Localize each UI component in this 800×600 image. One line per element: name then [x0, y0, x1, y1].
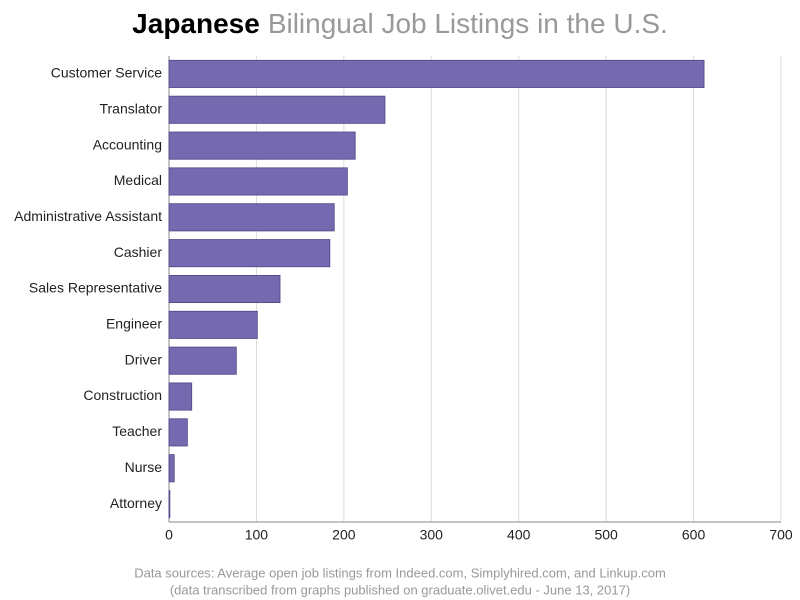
y-tick-label: Customer Service	[51, 65, 162, 81]
x-tick-label: 200	[332, 527, 356, 543]
y-tick-label: Sales Representative	[29, 280, 162, 296]
bar	[168, 131, 356, 160]
bar	[168, 490, 171, 519]
bar	[168, 346, 237, 375]
chart-title-group: Japanese Bilingual Job Listings in the U.…	[132, 8, 668, 39]
bar	[168, 167, 348, 196]
x-tick-label: 300	[420, 527, 444, 543]
x-tick-label: 400	[507, 527, 531, 543]
y-tick-label: Accounting	[93, 136, 162, 152]
bar	[168, 382, 193, 411]
x-tick-label: 0	[165, 527, 173, 543]
x-tick-label: 500	[594, 527, 618, 543]
bar	[168, 454, 175, 483]
y-tick-label: Attorney	[110, 495, 162, 511]
bar	[168, 203, 335, 232]
x-tick-label: 100	[245, 527, 269, 543]
bar	[168, 59, 705, 88]
bar	[168, 418, 188, 447]
x-tick-label: 700	[769, 527, 793, 543]
chart-title: Bilingual Job Listings in the U.S.	[268, 8, 668, 39]
x-tick-label: 600	[682, 527, 706, 543]
chart-title-highlight: Japanese	[132, 8, 260, 39]
y-tick-label: Teacher	[112, 423, 162, 439]
y-tick-label: Translator	[99, 100, 162, 116]
y-tick-label: Construction	[83, 387, 162, 403]
bar	[168, 95, 386, 124]
y-tick-label: Engineer	[106, 316, 162, 332]
y-tick-label: Nurse	[125, 459, 163, 475]
y-tick-label: Driver	[125, 351, 163, 367]
footnote: Data sources: Average open job listings …	[134, 565, 666, 580]
bar	[168, 239, 331, 268]
y-tick-label: Administrative Assistant	[14, 208, 162, 224]
bar	[168, 274, 281, 304]
y-tick-label: Cashier	[114, 244, 163, 260]
y-tick-label: Medical	[114, 172, 162, 188]
bar	[168, 310, 258, 339]
footnote: (data transcribed from graphs published …	[170, 582, 630, 597]
